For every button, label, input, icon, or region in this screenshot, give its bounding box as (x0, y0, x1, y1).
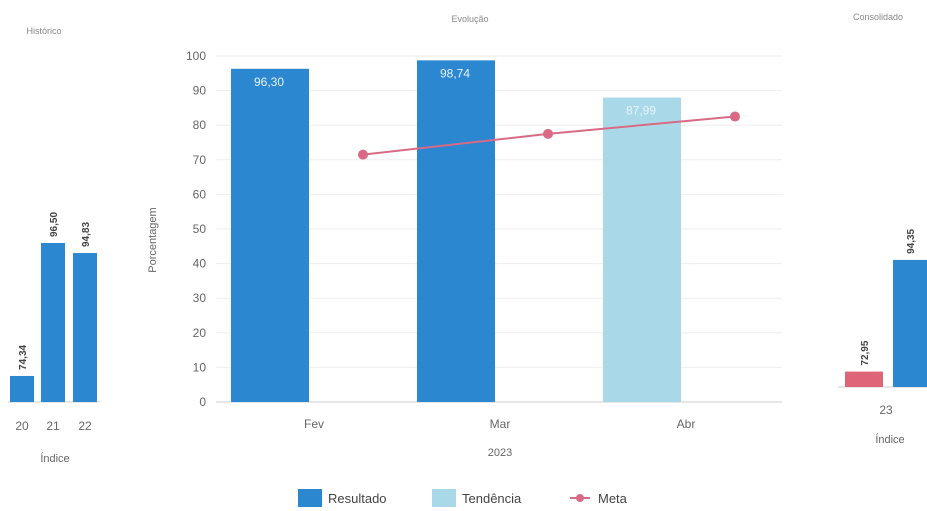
historico-x-tick: 20 (15, 419, 29, 433)
historico-bar (73, 253, 97, 402)
evolucao-y-tick: 30 (193, 291, 207, 305)
evolucao-value-label: 96,30 (254, 75, 284, 89)
evolucao-y-tick: 40 (193, 257, 207, 271)
legend-marker-meta (576, 494, 584, 502)
legend-label-meta: Meta (598, 491, 628, 506)
evolucao-meta-point (730, 111, 740, 122)
consolidado-value-label: 94,35 (906, 228, 917, 253)
evolucao-value-label: 98,74 (440, 66, 470, 80)
historico-bar (41, 243, 65, 402)
evolucao-y-tick: 70 (193, 153, 207, 167)
historico-x-tick: 21 (46, 419, 60, 433)
consolidado-x-tick: 23 (879, 403, 893, 417)
legend: Resultado Tendência Meta (298, 489, 628, 507)
evolucao-y-tick: 50 (193, 222, 207, 236)
consolidado-bar (893, 259, 927, 387)
consolidado-bar (845, 371, 883, 387)
legend-swatch-resultado (298, 489, 322, 507)
evolucao-title: Evolução (451, 14, 488, 24)
consolidado-title: Consolidado (853, 12, 903, 22)
evolucao-y-tick: 0 (199, 395, 206, 409)
historico-value-label: 94,83 (81, 222, 92, 247)
historico-x-tick: 22 (78, 419, 92, 433)
evolucao-bar-resultado (417, 60, 495, 403)
evolucao-x-group-label: 2023 (488, 447, 512, 459)
evolucao-y-tick: 100 (186, 49, 206, 63)
evolucao-meta-point (358, 149, 368, 160)
evolucao-y-tick: 60 (193, 187, 207, 201)
evolucao-y-tick: 10 (193, 360, 207, 374)
legend-label-resultado: Resultado (328, 491, 387, 506)
historico-bar (10, 375, 34, 402)
consolidado-value-label: 72,95 (860, 340, 871, 365)
evolucao-y-tick: 80 (193, 118, 207, 132)
consolidado-xlabel: Índice (875, 433, 904, 446)
legend-swatch-tendencia (432, 489, 456, 507)
historico-value-label: 74,34 (18, 344, 29, 369)
evolucao-meta-point (543, 128, 553, 139)
evolucao-bar-resultado (231, 68, 309, 402)
evolucao-bar-tendencia (603, 97, 681, 403)
evolucao-y-tick: 90 (193, 84, 207, 98)
evolucao-y-tick: 20 (193, 326, 207, 340)
evolucao-x-tick: Fev (304, 417, 324, 431)
evolucao-value-label: 87,99 (626, 104, 656, 118)
historico-xlabel: Índice (40, 452, 69, 465)
historico-title: Histórico (26, 26, 61, 36)
evolucao-ylabel: Porcentagem (147, 207, 159, 272)
legend-label-tendencia: Tendência (462, 491, 522, 506)
evolucao-x-tick: Abr (677, 417, 696, 431)
historico-value-label: 96,50 (49, 212, 60, 237)
evolucao-x-tick: Mar (490, 417, 511, 431)
